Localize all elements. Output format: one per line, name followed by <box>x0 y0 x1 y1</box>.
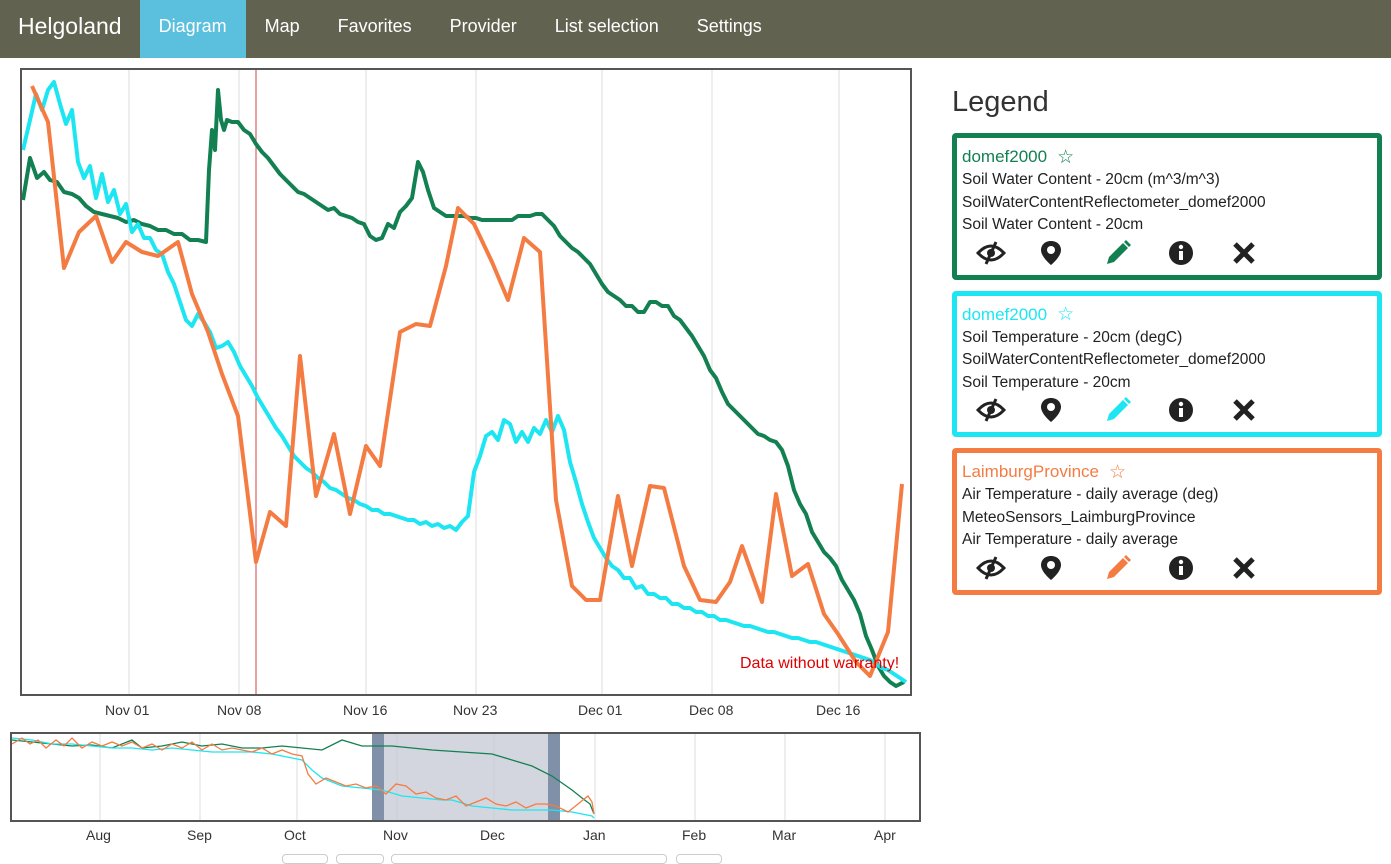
overview-x-axis: Aug Sep Oct Nov Dec Jan Feb Mar Apr <box>10 827 921 847</box>
main-x-tick: Dec 16 <box>816 702 861 718</box>
nav-tab-provider[interactable]: Provider <box>449 16 517 36</box>
main-timeseries-chart[interactable]: Data without warranty! <box>20 68 912 696</box>
legend-actions <box>962 394 1372 426</box>
legend-entry-header: domef2000 ☆ <box>962 145 1372 169</box>
nav-tab-diagram[interactable]: Diagram <box>139 0 246 58</box>
overview-x-tick: Feb <box>682 827 707 843</box>
series-line-soil-water-content[interactable] <box>21 88 905 688</box>
close-icon[interactable] <box>1232 395 1296 425</box>
close-icon[interactable] <box>1232 553 1296 583</box>
legend-actions <box>962 552 1372 584</box>
eye-slash-icon[interactable] <box>976 238 1040 268</box>
series-line-air-temperature[interactable] <box>30 85 904 678</box>
nav-tab-settings[interactable]: Settings <box>696 16 762 36</box>
overview-x-tick: Aug <box>86 827 111 843</box>
close-icon[interactable] <box>1232 238 1296 268</box>
overview-chart-plot[interactable] <box>11 734 919 820</box>
overview-timeline-chart[interactable] <box>10 732 921 822</box>
legend-entry-air-temperature[interactable]: LaimburgProvince ☆ Air Temperature - dai… <box>952 448 1382 595</box>
nav-tab-favorites[interactable]: Favorites <box>337 16 412 36</box>
overview-x-tick: Jan <box>583 827 606 843</box>
info-icon[interactable] <box>1168 238 1232 268</box>
eye-slash-icon[interactable] <box>976 553 1040 583</box>
legend-station-name[interactable]: LaimburgProvince <box>962 462 1100 481</box>
legend-station-name[interactable]: domef2000 <box>962 147 1048 166</box>
legend-panel: Legend domef2000 ☆ Soil Water Content - … <box>952 86 1382 606</box>
main-x-tick: Dec 08 <box>689 702 734 718</box>
timespan-button[interactable] <box>676 854 722 864</box>
timespan-button[interactable] <box>282 854 328 864</box>
star-icon[interactable]: ☆ <box>1057 304 1075 325</box>
legend-phenomenon: Soil Temperature - 20cm (degC) <box>962 328 1183 346</box>
legend-procedure: SoilWaterContentReflectometer_domef2000 <box>962 351 1266 368</box>
timespan-button[interactable] <box>391 854 667 864</box>
legend-entry-soil-water-content[interactable]: domef2000 ☆ Soil Water Content - 20cm (m… <box>952 133 1382 280</box>
pencil-icon[interactable] <box>1104 553 1168 583</box>
main-x-tick: Nov 16 <box>343 702 388 718</box>
legend-procedure: MeteoSensors_LaimburgProvince <box>962 508 1196 526</box>
main-x-axis: Nov 01 Nov 08 Nov 16 Nov 23 Dec 01 Dec 0… <box>20 702 920 722</box>
data-warranty-notice: Data without warranty! <box>740 655 899 672</box>
pencil-icon[interactable] <box>1104 238 1168 268</box>
legend-label: Soil Temperature - 20cm <box>962 373 1131 391</box>
legend-phenomenon: Air Temperature - daily average (deg) <box>962 486 1219 503</box>
eye-slash-icon[interactable] <box>976 395 1040 425</box>
legend-title: Legend <box>952 86 1049 118</box>
series-line-soil-temperature[interactable] <box>21 80 908 684</box>
map-marker-icon[interactable] <box>1040 553 1104 583</box>
legend-entry-soil-temperature[interactable]: domef2000 ☆ Soil Temperature - 20cm (deg… <box>952 290 1382 437</box>
app-brand[interactable]: Helgoland <box>18 13 122 39</box>
legend-entry-header: LaimburgProvince ☆ <box>962 460 1372 484</box>
overview-selection-handle-left[interactable] <box>372 734 384 820</box>
main-gridlines <box>128 70 840 694</box>
timespan-button[interactable] <box>336 854 384 864</box>
overview-series-soil-temperature <box>11 737 595 819</box>
nav-tab-list-selection[interactable]: List selection <box>554 16 659 36</box>
legend-procedure: SoilWaterContentReflectometer_domef2000 <box>962 193 1266 211</box>
main-x-tick: Dec 01 <box>578 702 623 718</box>
star-icon[interactable]: ☆ <box>1109 461 1127 483</box>
overview-x-tick: Dec <box>480 827 505 843</box>
pencil-icon[interactable] <box>1104 395 1168 425</box>
nav-tab-map[interactable]: Map <box>264 16 300 36</box>
star-icon[interactable]: ☆ <box>1057 146 1075 168</box>
overview-x-tick: Sep <box>187 827 212 843</box>
info-icon[interactable] <box>1168 553 1232 583</box>
overview-x-tick: Apr <box>874 827 896 843</box>
overview-x-tick: Mar <box>772 827 797 843</box>
main-x-tick: Nov 08 <box>217 702 262 718</box>
legend-entry-header: domef2000 ☆ <box>962 303 1372 327</box>
overview-x-tick: Oct <box>284 827 306 843</box>
main-chart-plot[interactable]: Data without warranty! <box>21 70 910 694</box>
legend-phenomenon: Soil Water Content - 20cm (m^3/m^3) <box>962 171 1220 188</box>
legend-station-name[interactable]: domef2000 <box>962 304 1048 324</box>
overview-series-air-temperature <box>11 737 595 815</box>
info-icon[interactable] <box>1168 395 1232 425</box>
map-marker-icon[interactable] <box>1040 395 1104 425</box>
main-x-tick: Nov 01 <box>105 702 150 718</box>
legend-label: Soil Water Content - 20cm <box>962 216 1144 233</box>
overview-x-tick: Nov <box>383 827 408 843</box>
main-x-tick: Nov 23 <box>453 702 498 718</box>
map-marker-icon[interactable] <box>1040 238 1104 268</box>
legend-actions <box>962 237 1372 269</box>
legend-label: Air Temperature - daily average <box>962 531 1178 548</box>
top-navbar: Helgoland Diagram Map Favorites Provider… <box>0 0 1391 58</box>
